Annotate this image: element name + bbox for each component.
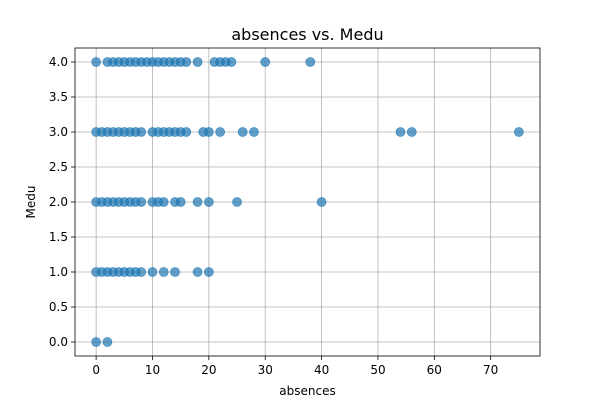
y-tick-label: 3.5 [49,90,68,104]
x-tick-label: 50 [370,363,385,377]
y-tick-label: 1.5 [49,230,68,244]
scatter-point [232,197,242,207]
scatter-point [102,337,113,347]
scatter-point [192,57,203,67]
scatter-point [192,197,203,207]
y-tick-label: 1.0 [49,265,68,279]
scatter-point [158,197,169,207]
scatter-point [305,57,316,67]
scatter-point [136,127,147,137]
y-tick-label: 0.0 [49,335,68,349]
scatter-point [136,197,147,207]
scatter-point [136,267,147,277]
x-tick-label: 30 [258,363,273,377]
scatter-point [203,197,214,207]
y-tick-label: 4.0 [49,55,68,69]
data-points [91,57,524,347]
chart-title: absences vs. Medu [231,25,383,44]
axis-ticks: 0 10 20 30 40 50 60 70 0.0 0.5 1.0 1.5 2.0 2.5 3.0 3.5 4… [49,55,498,377]
scatter-point [513,127,524,137]
scatter-point [147,267,158,277]
scatter-point [91,57,102,67]
x-tick-label: 0 [92,363,100,377]
x-tick-label: 10 [145,363,160,377]
scatter-point [181,57,192,67]
scatter-point [226,57,237,67]
scatter-point [260,57,271,67]
scatter-point [175,197,186,207]
x-tick-label: 70 [483,363,498,377]
scatter-point [203,127,214,137]
scatter-point [158,267,169,277]
x-tick-label: 60 [427,363,442,377]
y-tick-label: 2.0 [49,195,68,209]
x-tick-label: 20 [201,363,216,377]
scatter-point [406,127,417,137]
y-tick-label: 0.5 [49,300,68,314]
scatter-point [170,267,180,277]
scatter-point [215,127,226,137]
scatter-point [249,127,259,137]
scatter-point [192,267,203,277]
scatter-point [237,127,248,137]
scatter-point [203,267,214,277]
y-tick-label: 3.0 [49,125,68,139]
scatter-point [91,337,102,347]
x-tick-label: 40 [314,363,329,377]
y-axis-label: Medu [24,186,38,219]
scatter-point [316,197,327,207]
x-axis-label: absences [279,384,335,398]
scatter-point [395,127,406,137]
y-tick-label: 2.5 [49,160,68,174]
scatter-point [181,127,192,137]
